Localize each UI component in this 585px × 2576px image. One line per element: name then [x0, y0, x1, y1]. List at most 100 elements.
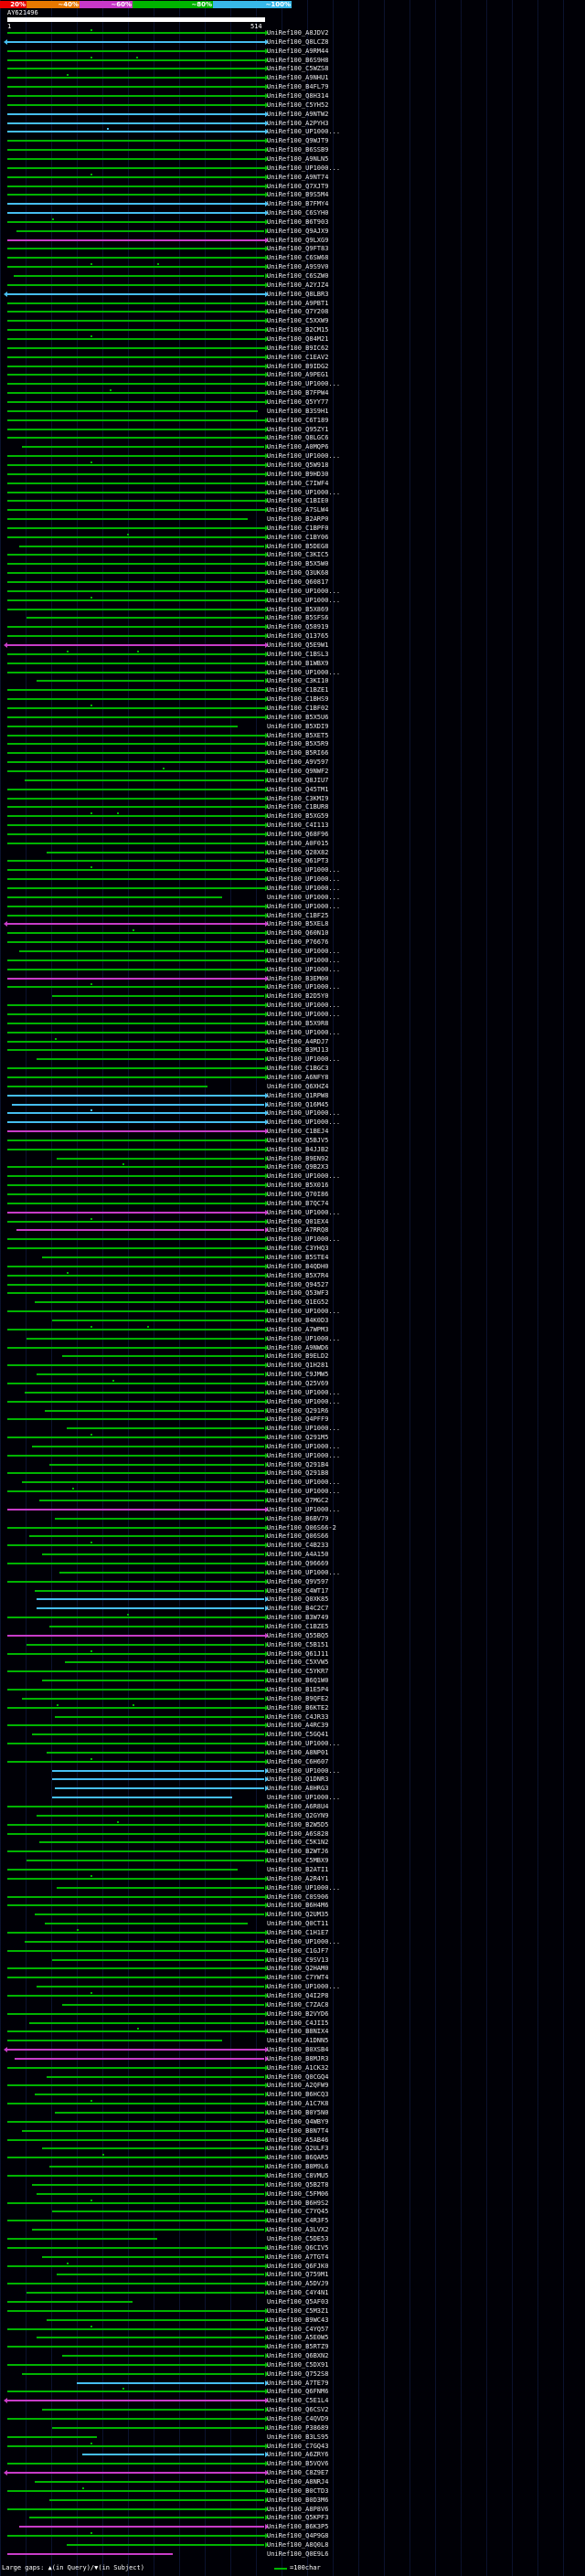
hit-bar[interactable] [7, 212, 265, 215]
hit-bar[interactable] [7, 1806, 265, 1808]
hit-bar[interactable] [7, 1364, 265, 1367]
hit-label[interactable]: UniRef100_A8Q0L8 [267, 2540, 329, 2549]
hit-label[interactable]: UniRef100_C3KIC5 [267, 551, 329, 559]
hit-bar[interactable] [41, 1680, 265, 1682]
hit-bar[interactable] [49, 2166, 265, 2168]
hit-bar[interactable] [24, 1391, 265, 1394]
hit-bar[interactable] [7, 58, 265, 61]
hit-label[interactable]: UniRef100_C1BHS9 [267, 695, 329, 704]
hit-label[interactable]: UniRef100_B9HD30 [267, 470, 329, 478]
hit-label[interactable]: UniRef100_A5DVJ9 [267, 2280, 329, 2288]
hit-label[interactable]: UniRef100_A9NLN5 [267, 154, 329, 163]
hit-label[interactable]: UniRef100_UP1000... [267, 164, 341, 172]
hit-label[interactable]: UniRef100_B2VYD6 [267, 2009, 329, 2018]
hit-label[interactable]: UniRef100_UP1000... [267, 948, 341, 955]
hit-bar[interactable] [7, 2138, 265, 2141]
hit-label[interactable]: UniRef100_UP1000... [267, 1983, 341, 1991]
hit-label[interactable]: UniRef100_Q1H281 [267, 1362, 329, 1370]
hit-label[interactable]: UniRef100_Q5KPF3 [267, 2514, 329, 2522]
hit-label[interactable]: UniRef100_A8JDV2 [267, 29, 329, 37]
hit-label[interactable]: UniRef100_C6SZW0 [267, 272, 329, 281]
hit-bar[interactable] [7, 2472, 265, 2475]
hit-label[interactable]: UniRef100_C5MBX9 [267, 1857, 329, 1865]
hit-label[interactable]: UniRef100_Q2UM35 [267, 1911, 329, 1919]
hit-label[interactable]: UniRef100_B5XDI9 [267, 722, 329, 730]
hit-label[interactable]: UniRef100_P76676 [267, 938, 329, 947]
hit-label[interactable]: UniRef100_B8MJR3 [267, 2054, 329, 2062]
hit-label[interactable]: UniRef100_B0CTD3 [267, 2486, 329, 2495]
hit-bar[interactable] [7, 1040, 265, 1043]
hit-label[interactable]: UniRef100_B5RTZ9 [267, 2343, 329, 2351]
hit-label[interactable]: UniRef100_A6NFY8 [267, 1073, 329, 1081]
hit-label[interactable]: UniRef100_Q5YY77 [267, 398, 329, 406]
hit-label[interactable]: UniRef100_Q2ULF3 [267, 2145, 329, 2153]
hit-label[interactable]: UniRef100_UP1000... [267, 1937, 341, 1945]
hit-bar[interactable] [7, 2040, 223, 2042]
hit-bar[interactable] [7, 2030, 265, 2033]
hit-bar[interactable] [7, 437, 265, 440]
hit-bar[interactable] [7, 1130, 265, 1133]
hit-label[interactable]: UniRef100_C9SV13 [267, 1956, 329, 1964]
hit-bar[interactable] [31, 2183, 265, 2186]
hit-bar[interactable] [7, 734, 265, 737]
hit-bar[interactable] [7, 2552, 173, 2555]
hit-bar[interactable] [16, 229, 265, 232]
hit-bar[interactable] [24, 779, 265, 781]
hit-bar[interactable] [77, 2381, 265, 2384]
hit-bar[interactable] [7, 2363, 265, 2366]
hit-label[interactable]: UniRef100_UP1000... [267, 965, 341, 973]
hit-label[interactable]: UniRef100_B6Q1W0 [267, 1677, 329, 1685]
hit-label[interactable]: UniRef100_C4YQ57 [267, 2325, 329, 2333]
hit-label[interactable]: UniRef100_Q7Y208 [267, 308, 329, 316]
hit-label[interactable]: UniRef100_B2D5Y0 [267, 992, 329, 1001]
hit-label[interactable]: UniRef100_UP1000... [267, 380, 341, 388]
hit-bar[interactable] [7, 581, 265, 584]
hit-bar[interactable] [7, 626, 265, 629]
hit-label[interactable]: UniRef100_UP1000... [267, 128, 341, 136]
hit-bar[interactable] [7, 166, 265, 169]
hit-bar[interactable] [7, 589, 265, 592]
hit-label[interactable]: UniRef100_UP1000... [267, 1479, 341, 1487]
hit-label[interactable]: UniRef100_Q6CIV5 [267, 2243, 329, 2252]
hit-bar[interactable] [7, 2327, 265, 2330]
hit-label[interactable]: UniRef100_UP1000... [267, 1568, 341, 1576]
hit-label[interactable]: UniRef100_UP1000... [267, 902, 341, 910]
hit-bar[interactable] [7, 905, 265, 907]
hit-label[interactable]: UniRef100_Q6XHZ4 [267, 1082, 329, 1090]
hit-bar[interactable] [54, 1517, 265, 1520]
hit-bar[interactable] [7, 185, 265, 187]
hit-bar[interactable] [7, 1526, 265, 1529]
hit-label[interactable]: UniRef100_C4WT17 [267, 1586, 329, 1595]
hit-bar[interactable] [7, 1220, 265, 1223]
hit-bar[interactable] [7, 2435, 98, 2438]
hit-bar[interactable] [57, 1886, 265, 1889]
hit-bar[interactable] [7, 914, 265, 917]
hit-label[interactable]: UniRef100_B5RI66 [267, 749, 329, 758]
hit-bar[interactable] [7, 1012, 265, 1015]
hit-bar[interactable] [27, 1337, 265, 1340]
hit-bar[interactable] [7, 1877, 265, 1880]
hit-label[interactable]: UniRef100_C1BSL3 [267, 650, 329, 658]
hit-bar[interactable] [7, 1670, 265, 1673]
hit-label[interactable]: UniRef100_UP1000... [267, 1208, 341, 1216]
hit-bar[interactable] [37, 1058, 265, 1061]
hit-bar[interactable] [41, 1553, 265, 1556]
hit-bar[interactable] [7, 1283, 265, 1286]
hit-bar[interactable] [61, 2355, 265, 2358]
hit-bar[interactable] [7, 94, 265, 97]
hit-bar[interactable] [7, 698, 265, 701]
hit-bar[interactable] [7, 652, 265, 655]
hit-bar[interactable] [34, 2481, 265, 2484]
hit-label[interactable]: UniRef100_C6SW68 [267, 254, 329, 262]
hit-label[interactable]: UniRef100_A0MQP6 [267, 443, 329, 451]
hit-bar[interactable] [7, 239, 265, 241]
hit-label[interactable]: UniRef100_Q1DNR3 [267, 1776, 329, 1784]
hit-label[interactable]: UniRef100_C4JII5 [267, 2019, 329, 2027]
hit-bar[interactable] [7, 2264, 265, 2267]
hit-label[interactable]: UniRef100_B1E5P4 [267, 1685, 329, 1693]
hit-label[interactable]: UniRef100_B2CM15 [267, 326, 329, 334]
hit-label[interactable]: UniRef100_Q2HAM0 [267, 1965, 329, 1973]
hit-label[interactable]: UniRef100_Q9B2X3 [267, 1163, 329, 1171]
hit-bar[interactable] [7, 1931, 265, 1934]
hit-label[interactable]: UniRef100_UP1000... [267, 1002, 341, 1010]
